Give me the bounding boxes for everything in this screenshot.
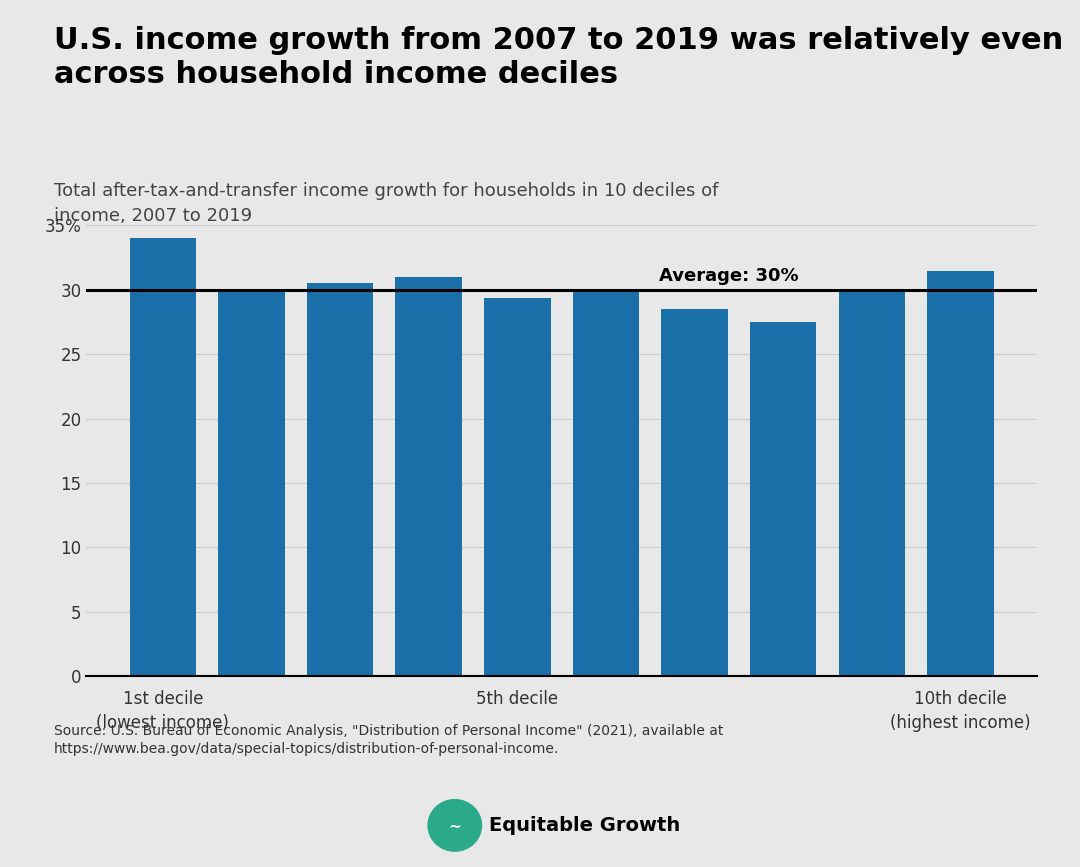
Bar <box>130 238 197 676</box>
Circle shape <box>428 799 482 851</box>
Text: U.S. income growth from 2007 to 2019 was relatively even
across household income: U.S. income growth from 2007 to 2019 was… <box>54 26 1063 88</box>
Bar <box>218 291 285 676</box>
Bar <box>484 297 551 676</box>
Bar <box>661 310 728 676</box>
Bar <box>572 290 639 676</box>
Text: Average: 30%: Average: 30% <box>659 267 799 284</box>
Text: Total after-tax-and-transfer income growth for households in 10 deciles of
incom: Total after-tax-and-transfer income grow… <box>54 182 718 225</box>
Bar <box>750 322 816 676</box>
Bar <box>307 284 374 676</box>
Text: Source: U.S. Bureau of Economic Analysis, "Distribution of Personal Income" (202: Source: U.S. Bureau of Economic Analysis… <box>54 724 724 756</box>
Bar <box>838 292 905 676</box>
Bar <box>395 277 462 676</box>
Text: Equitable Growth: Equitable Growth <box>489 816 680 835</box>
Bar <box>927 271 994 676</box>
Text: ∼: ∼ <box>448 819 461 834</box>
